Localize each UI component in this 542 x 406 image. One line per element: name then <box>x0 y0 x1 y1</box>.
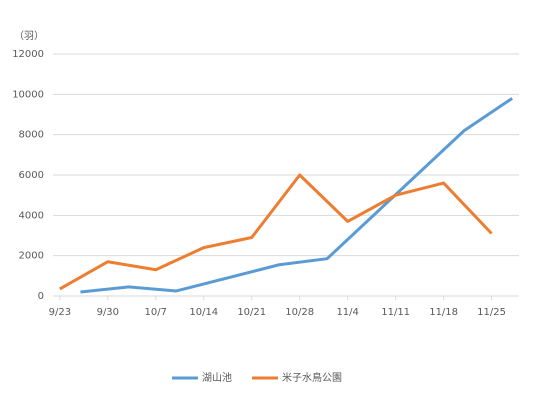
y-tick-label: 4000 <box>19 210 44 221</box>
x-tick-label: 10/14 <box>189 307 218 318</box>
x-tick-label: 9/30 <box>97 307 119 318</box>
y-tick-label: 0 <box>38 291 44 302</box>
x-tick-label: 11/4 <box>336 307 358 318</box>
x-tick-label: 10/28 <box>285 307 314 318</box>
legend-label: 湖山池 <box>202 371 232 384</box>
y-axis-label: （羽） <box>14 30 44 42</box>
x-tick-label: 11/25 <box>477 307 506 318</box>
line-series <box>59 173 493 291</box>
y-tick-label: 10000 <box>12 89 44 100</box>
line-series <box>80 97 513 294</box>
y-tick-label: 8000 <box>19 130 44 141</box>
x-tick-label: 10/7 <box>145 307 167 318</box>
y-tick-label: 12000 <box>12 49 44 60</box>
legend-label: 米子水鳥公園 <box>282 371 342 384</box>
x-tick-label: 9/23 <box>49 307 71 318</box>
y-tick-label: 2000 <box>19 251 44 262</box>
x-tick-label: 11/11 <box>381 307 410 318</box>
x-tick-label: 10/21 <box>237 307 266 318</box>
y-tick-label: 6000 <box>19 170 44 181</box>
x-tick-label: 11/18 <box>429 307 458 318</box>
